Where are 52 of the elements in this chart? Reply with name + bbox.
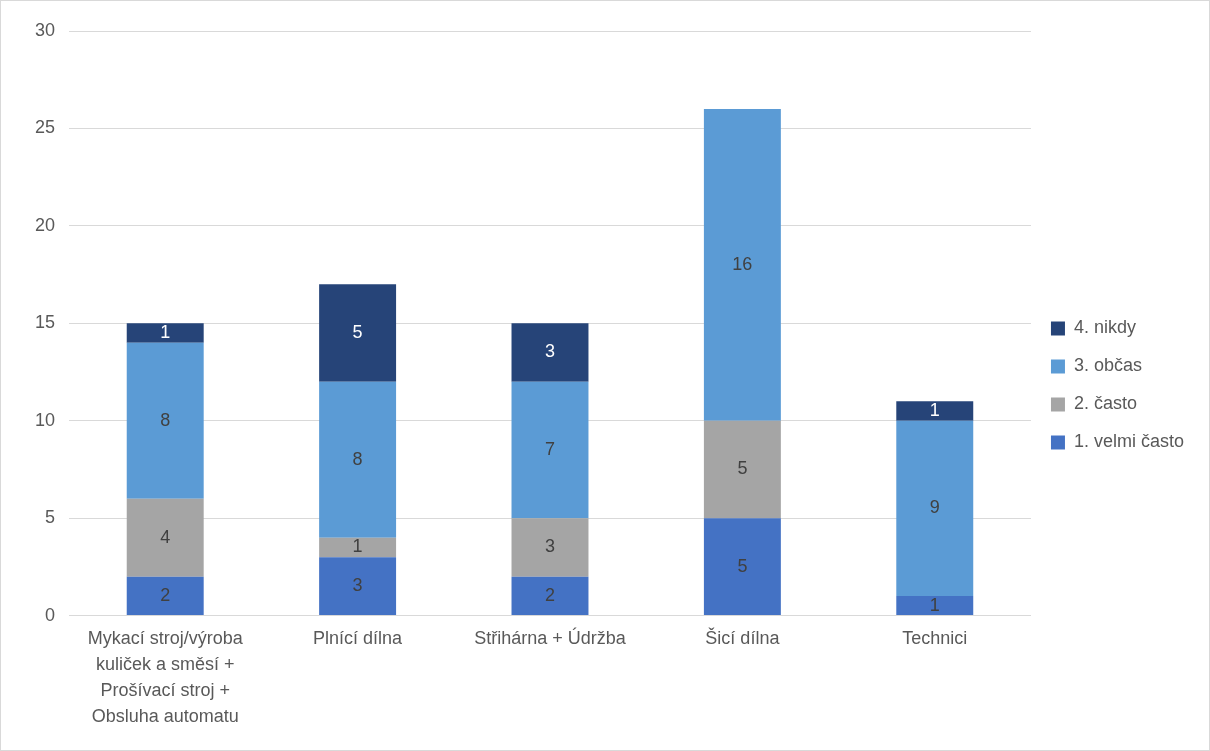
y-tick-label: 30 xyxy=(34,19,56,40)
data-label: 5 xyxy=(737,458,748,479)
data-label: 8 xyxy=(352,448,363,469)
data-label: 1 xyxy=(160,322,171,343)
bar xyxy=(126,576,204,616)
x-tick-label: Šicí dílna xyxy=(705,626,781,648)
data-label: 9 xyxy=(929,497,940,518)
bar xyxy=(896,401,974,421)
bar xyxy=(511,518,589,577)
y-tick-label: 10 xyxy=(34,409,56,430)
data-label: 3 xyxy=(544,536,555,557)
x-tick-label: Plnící dílna xyxy=(313,627,404,648)
data-label: 7 xyxy=(544,438,555,459)
bar xyxy=(703,518,781,616)
bar xyxy=(126,342,204,499)
bar xyxy=(703,108,781,421)
bar xyxy=(511,576,589,616)
bar xyxy=(126,323,204,343)
data-label: 16 xyxy=(732,253,753,274)
bar xyxy=(511,323,589,382)
x-tick-label: Střihárna + Údržba xyxy=(474,626,627,648)
bar xyxy=(319,284,397,382)
data-label: 1 xyxy=(352,536,363,557)
bar xyxy=(319,381,397,538)
bar xyxy=(126,498,204,577)
bar xyxy=(319,557,397,616)
legend-label: 4. nikdy xyxy=(1073,317,1137,338)
y-tick-label: 25 xyxy=(34,117,56,138)
y-tick-label: 15 xyxy=(34,312,56,333)
bar xyxy=(319,537,397,558)
data-label: 1 xyxy=(929,594,940,615)
data-label: 5 xyxy=(737,555,748,576)
legend-label: 2. často xyxy=(1073,393,1138,414)
x-tick-label: Mykací stroj/výroba kuliček a směsí + Prošívací stroj + Obsluha automatu xyxy=(87,627,244,726)
data-label: 3 xyxy=(544,341,555,362)
data-label: 8 xyxy=(160,409,171,430)
data-label: 4 xyxy=(160,526,171,547)
legend-label: 1. velmi často xyxy=(1073,431,1185,452)
data-label: 2 xyxy=(544,584,555,605)
data-label: 5 xyxy=(352,322,363,343)
bar xyxy=(896,420,974,597)
y-tick-label: 5 xyxy=(45,507,56,528)
data-label: 1 xyxy=(929,399,940,420)
y-tick-label: 20 xyxy=(34,214,56,235)
bar xyxy=(511,381,589,519)
y-tick-label: 0 xyxy=(45,604,56,625)
bar xyxy=(703,420,781,519)
data-label: 3 xyxy=(352,575,363,596)
data-label: 2 xyxy=(160,584,171,605)
bar xyxy=(896,596,974,616)
x-tick-label: Technici xyxy=(902,627,968,648)
legend-label: 3. občas xyxy=(1073,355,1143,376)
